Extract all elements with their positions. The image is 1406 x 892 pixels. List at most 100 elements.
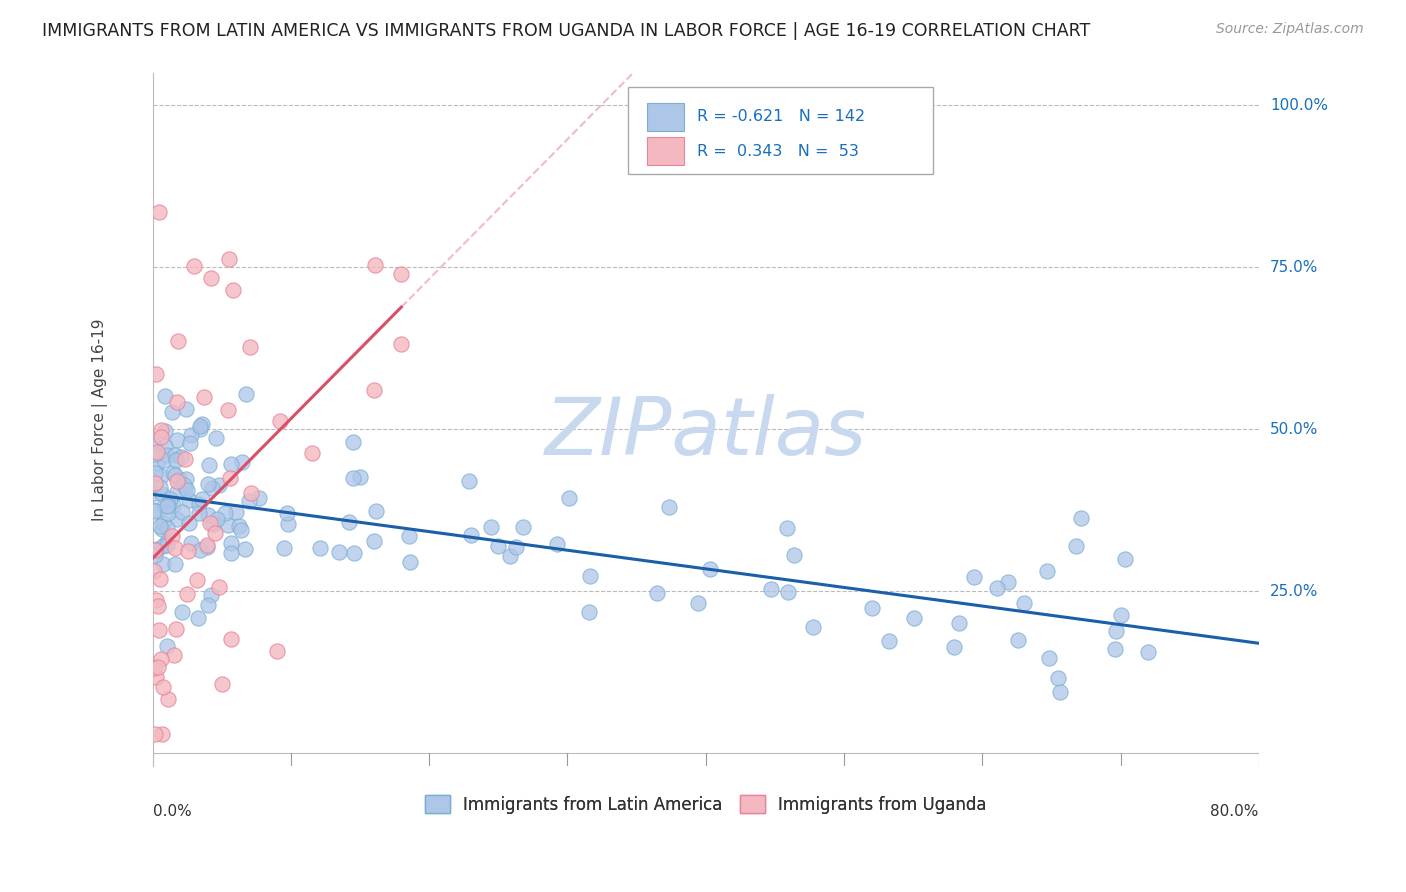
Point xyxy=(149,519,172,533)
Point xyxy=(1137,645,1160,659)
Point xyxy=(578,568,600,582)
Point xyxy=(247,491,270,505)
Text: IMMIGRANTS FROM LATIN AMERICA VS IMMIGRANTS FROM UGANDA IN LABOR FORCE | AGE 16-: IMMIGRANTS FROM LATIN AMERICA VS IMMIGRA… xyxy=(42,22,1091,40)
Point xyxy=(498,549,520,563)
Point xyxy=(143,504,166,518)
Point xyxy=(328,544,350,558)
Point xyxy=(218,252,240,266)
FancyBboxPatch shape xyxy=(628,87,932,174)
Text: 50.0%: 50.0% xyxy=(1270,422,1319,437)
Point xyxy=(197,598,219,612)
Point xyxy=(1046,671,1069,685)
Point xyxy=(219,457,242,471)
Point xyxy=(240,486,263,500)
Point xyxy=(165,622,187,636)
Point xyxy=(179,516,201,530)
Point xyxy=(343,546,366,560)
Point xyxy=(150,486,173,500)
Point xyxy=(170,450,193,465)
Point xyxy=(156,521,179,535)
Point xyxy=(149,480,172,494)
Point xyxy=(458,474,481,488)
Point xyxy=(398,529,420,543)
Point xyxy=(1064,539,1087,553)
Point xyxy=(143,660,166,674)
Point xyxy=(149,423,172,437)
Point xyxy=(1012,596,1035,610)
Point xyxy=(986,582,1008,596)
Point xyxy=(180,427,202,442)
Point xyxy=(183,259,205,273)
Point xyxy=(205,431,228,445)
Point xyxy=(364,258,387,272)
Point xyxy=(389,267,412,281)
Point xyxy=(963,570,986,584)
Point xyxy=(150,469,173,483)
Point xyxy=(188,418,211,433)
Point xyxy=(204,525,226,540)
Point xyxy=(229,524,252,538)
Point xyxy=(205,512,228,526)
Point xyxy=(150,430,173,444)
Point xyxy=(188,507,211,521)
Point xyxy=(153,438,176,452)
Text: 0.0%: 0.0% xyxy=(153,805,191,820)
Point xyxy=(166,395,188,409)
Point xyxy=(177,543,200,558)
FancyBboxPatch shape xyxy=(647,103,683,130)
Point xyxy=(219,632,242,646)
Point xyxy=(228,519,250,533)
Point xyxy=(166,474,188,488)
Point xyxy=(342,471,364,485)
Point xyxy=(166,512,188,526)
Point xyxy=(153,388,176,402)
Point xyxy=(389,337,412,351)
Point xyxy=(150,522,173,536)
Point xyxy=(759,582,782,597)
Text: 25.0%: 25.0% xyxy=(1270,583,1319,599)
Point xyxy=(166,433,188,447)
Point xyxy=(218,471,240,485)
Point xyxy=(783,549,806,563)
Point xyxy=(165,557,187,571)
Point xyxy=(156,639,179,653)
Point xyxy=(145,368,167,382)
Point xyxy=(176,587,198,601)
Point xyxy=(273,541,295,556)
Point xyxy=(214,506,236,520)
Point xyxy=(200,270,222,285)
Point xyxy=(191,491,214,506)
Point xyxy=(877,634,900,648)
Point xyxy=(186,573,208,587)
Point xyxy=(188,542,211,557)
Point xyxy=(195,538,218,552)
Point xyxy=(150,651,173,665)
Point xyxy=(486,540,509,554)
Point xyxy=(153,499,176,513)
Point xyxy=(201,481,224,495)
Point xyxy=(159,492,181,507)
Point xyxy=(363,534,385,549)
Point xyxy=(276,506,298,520)
Point xyxy=(148,205,170,219)
Point xyxy=(170,504,193,518)
Point xyxy=(269,414,291,428)
Point xyxy=(1070,511,1092,525)
Point xyxy=(208,478,231,492)
Point xyxy=(162,466,184,480)
Point xyxy=(152,539,174,553)
Point xyxy=(778,585,800,599)
Point xyxy=(221,283,243,297)
Point xyxy=(231,455,253,469)
Point xyxy=(143,542,166,557)
Point xyxy=(1105,624,1128,638)
Point xyxy=(191,417,214,431)
Point xyxy=(195,541,218,555)
Point xyxy=(179,436,201,450)
Point xyxy=(143,726,166,740)
Point xyxy=(155,448,177,462)
Point xyxy=(903,611,925,625)
Point xyxy=(558,491,581,505)
Point xyxy=(801,620,824,634)
Point xyxy=(225,505,247,519)
